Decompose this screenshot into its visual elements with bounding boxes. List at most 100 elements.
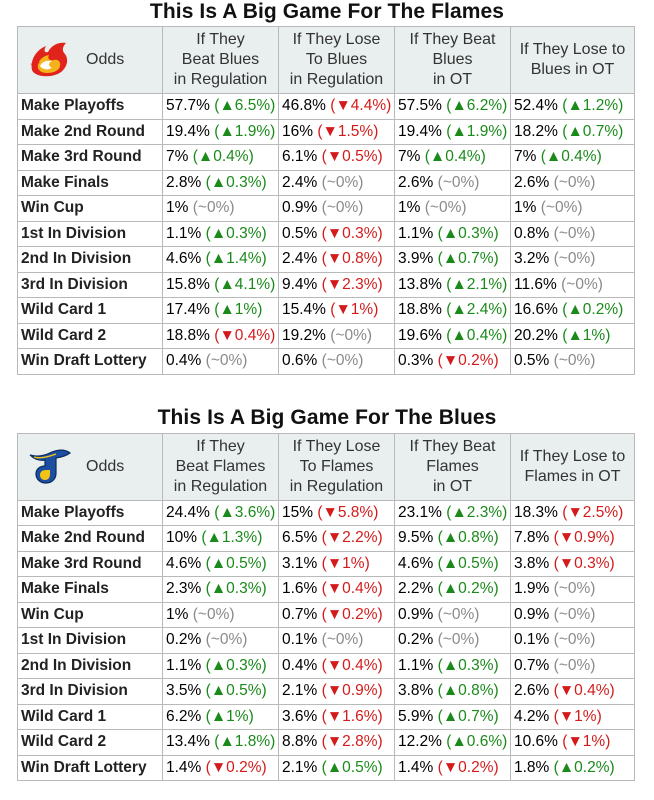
- odds-percent: 23.1%: [398, 503, 442, 521]
- odds-percent: 10.6%: [514, 733, 558, 751]
- odds-cell: 9.5% (▲0.8%): [394, 525, 511, 552]
- odds-cell: 0.2% (~0%): [394, 627, 511, 654]
- odds-change-value: 2.1%: [466, 275, 503, 293]
- odds-cell: 9.4% (▼2.3%): [278, 271, 395, 298]
- odds-change-value: 2.5%: [582, 503, 619, 521]
- odds-percent: 1.6%: [282, 580, 318, 598]
- odds-percent: 8.8%: [282, 733, 318, 751]
- odds-percent: 0.8%: [514, 224, 550, 242]
- scenario-column-header: If They Lose To Flames in Regulation: [278, 432, 395, 501]
- odds-change-value: ~0%: [210, 631, 243, 649]
- odds-change-value: 1.9%: [234, 122, 271, 140]
- odds-cell: 3.1% (▼1%): [278, 550, 395, 577]
- arrow-up-icon: ▲: [210, 682, 227, 700]
- arrow-up-icon: ▲: [451, 122, 467, 140]
- odds-cell: 0.1% (~0%): [278, 627, 395, 654]
- odds-percent: 0.2%: [166, 631, 202, 649]
- odds-percent: 13.8%: [398, 275, 442, 293]
- odds-percent: 0.9%: [282, 199, 318, 217]
- odds-percent: 19.2%: [282, 326, 326, 344]
- odds-change-value: 0.4%: [445, 148, 481, 166]
- arrow-up-icon: ▲: [442, 250, 459, 268]
- odds-cell: 2.2% (▲0.2%): [394, 576, 511, 603]
- scenario-column-header: If They Beat Flames in Regulation: [162, 432, 279, 501]
- scenario-header-line: If They: [196, 31, 245, 48]
- odds-percent: 4.2%: [514, 707, 550, 725]
- arrow-down-icon: ▼: [210, 758, 227, 776]
- odds-cell: 7% (▲0.4%): [162, 144, 279, 171]
- section-spacer: [0, 375, 654, 406]
- odds-cell: 5.9% (▲0.7%): [394, 703, 511, 730]
- scenario-header-line: in OT: [432, 477, 473, 495]
- odds-change: (▼2.5%): [562, 503, 624, 521]
- odds-cell: 2.1% (▲0.5%): [278, 754, 395, 781]
- odds-cell: 4.6% (▲0.5%): [162, 550, 279, 577]
- odds-change-value: 0.3%: [226, 580, 262, 598]
- odds-change: (▲0.7%): [437, 707, 499, 725]
- scenario-header-line: in OT: [432, 71, 473, 88]
- row-label: Make 2nd Round: [17, 525, 163, 552]
- odds-cell: 15.8% (▲4.1%): [162, 271, 279, 298]
- odds-cell: 0.4% (~0%): [162, 348, 279, 375]
- odds-cell: 0.8% (~0%): [510, 220, 635, 247]
- odds-percent: 2.6%: [514, 173, 550, 191]
- arrow-down-icon: ▼: [567, 733, 583, 751]
- odds-change-value: 0.2%: [458, 352, 494, 370]
- arrow-down-icon: ▼: [326, 580, 343, 598]
- row-label: Wild Card 2: [17, 729, 163, 756]
- odds-change-value: 0.3%: [226, 173, 262, 191]
- odds-cell: 16% (▼1.5%): [278, 118, 395, 145]
- odds-percent: 1.9%: [514, 580, 550, 598]
- odds-cell: 6.2% (▲1%): [162, 703, 279, 730]
- odds-cell: 1.1% (▲0.3%): [162, 220, 279, 247]
- odds-change: (▲0.5%): [205, 682, 267, 700]
- odds-change: (~0%): [321, 173, 364, 191]
- odds-cell: 46.8% (▼4.4%): [278, 93, 395, 120]
- odds-percent: 15.8%: [166, 275, 210, 293]
- odds-cell: 18.2% (▲0.7%): [510, 118, 635, 145]
- odds-cell: 7% (▲0.4%): [510, 144, 635, 171]
- odds-percent: 20.2%: [514, 326, 558, 344]
- row-label: Make 2nd Round: [17, 118, 163, 145]
- odds-change: (▼0.4%): [321, 656, 383, 674]
- scenario-header-line: If They Lose: [292, 31, 381, 48]
- scenario-header-line: If They Lose to: [519, 447, 626, 465]
- odds-cell: 2.3% (▲0.3%): [162, 576, 279, 603]
- odds-change: (▼0.3%): [321, 224, 383, 242]
- table-row: Wild Card 1 17.4% (▲1%) 15.4% (▼1%) 18.8% (…: [17, 297, 635, 324]
- odds-change: (~0%): [192, 199, 235, 217]
- arrow-down-icon: ▼: [335, 97, 351, 115]
- odds-cell: 1.9% (~0%): [510, 576, 635, 603]
- odds-percent: 52.4%: [514, 97, 558, 115]
- table-row: Make 2nd Round 19.4% (▲1.9%) 16% (▼1.5%) 19…: [17, 118, 635, 145]
- table-row: Win Draft Lottery 1.4% (▼0.2%) 2.1% (▲0.5%…: [17, 754, 635, 781]
- odds-cell: 12.2% (▲0.6%): [394, 729, 511, 756]
- arrow-up-icon: ▲: [442, 682, 459, 700]
- arrow-up-icon: ▲: [567, 326, 583, 344]
- arrow-down-icon: ▼: [326, 275, 343, 293]
- table-row: Win Cup 1% (~0%) 0.7% (▼0.2%) 0.9% (~0%) 0.9…: [17, 601, 635, 628]
- arrow-up-icon: ▲: [210, 580, 227, 598]
- odds-change: (▼2.8%): [321, 733, 383, 751]
- odds-cell: 18.8% (▼0.4%): [162, 322, 279, 349]
- row-label: Win Draft Lottery: [17, 754, 163, 781]
- odds-cell: 0.9% (~0%): [278, 195, 395, 222]
- row-label: Win Cup: [17, 195, 163, 222]
- odds-change: (▲0.7%): [437, 250, 499, 268]
- odds-change-value: 2.2%: [342, 529, 378, 547]
- odds-change-value: ~0%: [558, 580, 591, 598]
- odds-cell: 1.1% (▲0.3%): [394, 220, 511, 247]
- odds-change-value: 3.6%: [234, 503, 271, 521]
- arrow-up-icon: ▲: [442, 580, 459, 598]
- scenario-column-header: If They Beat Blues in OT: [394, 26, 511, 94]
- arrow-up-icon: ▲: [210, 250, 227, 268]
- scenario-column-header: If They Lose To Blues in Regulation: [278, 26, 395, 94]
- row-label: 3rd In Division: [17, 678, 163, 705]
- odds-percent: 1.1%: [398, 656, 434, 674]
- odds-percent: 3.6%: [282, 707, 318, 725]
- odds-cell: 15% (▼5.8%): [278, 499, 395, 526]
- odds-cell: 24.4% (▲3.6%): [162, 499, 279, 526]
- odds-percent: 1.1%: [398, 224, 434, 242]
- odds-change-value: 2.8%: [342, 733, 378, 751]
- odds-change-value: ~0%: [335, 326, 367, 344]
